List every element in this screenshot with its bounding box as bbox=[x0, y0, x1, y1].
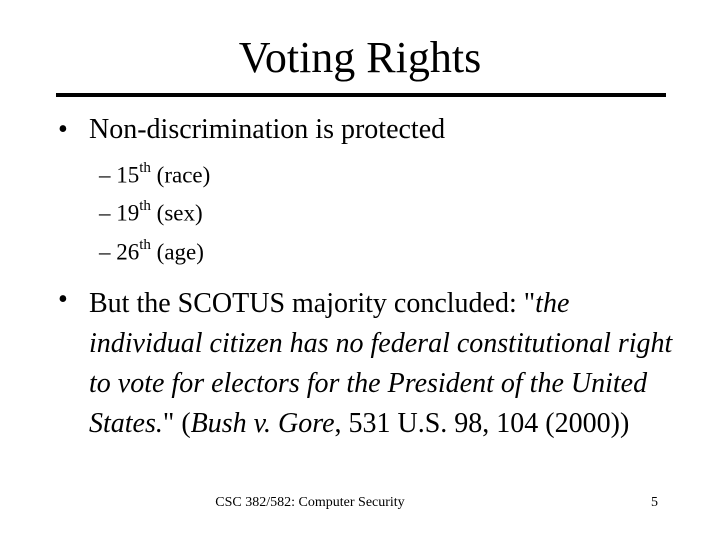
quote-close: " ( bbox=[162, 408, 191, 439]
case-citation: , 531 U.S. 98, 104 (2000)) bbox=[334, 408, 630, 439]
bullet-marker: • bbox=[58, 114, 68, 145]
title-divider bbox=[56, 93, 666, 97]
bullet-scotus-quote: But the SCOTUS majority concluded: "the … bbox=[89, 284, 679, 444]
sub-number: 15 bbox=[116, 162, 140, 188]
sub-number: 19 bbox=[116, 200, 140, 226]
sub-dash: – bbox=[99, 162, 111, 188]
sub-ordinal: th bbox=[139, 160, 151, 176]
quote-text: the individual citizen has no federal co… bbox=[89, 288, 673, 439]
sub-ordinal: th bbox=[139, 198, 151, 214]
sub-ordinal: th bbox=[139, 237, 151, 253]
sub-label: (age) bbox=[150, 239, 204, 265]
sub-dash: – bbox=[99, 239, 111, 265]
sub-label: (sex) bbox=[150, 200, 203, 226]
sub-dash: – bbox=[99, 200, 111, 226]
sub-item-26th: – 26th (age) bbox=[99, 237, 204, 266]
case-name: Bush v. Gore bbox=[190, 408, 335, 439]
sub-label: (race) bbox=[150, 162, 211, 188]
quote-intro: But the SCOTUS majority concluded: " bbox=[89, 288, 536, 319]
sub-item-19th: – 19th (sex) bbox=[99, 198, 203, 227]
sub-item-15th: – 15th (race) bbox=[99, 160, 211, 189]
bullet-nondiscrimination: Non-discrimination is protected bbox=[89, 114, 446, 145]
page-number: 5 bbox=[651, 495, 658, 510]
sub-number: 26 bbox=[116, 239, 140, 265]
slide-title: Voting Rights bbox=[238, 33, 482, 82]
footer-course: CSC 382/582: Computer Security bbox=[215, 495, 405, 510]
bullet-marker: • bbox=[58, 284, 68, 315]
